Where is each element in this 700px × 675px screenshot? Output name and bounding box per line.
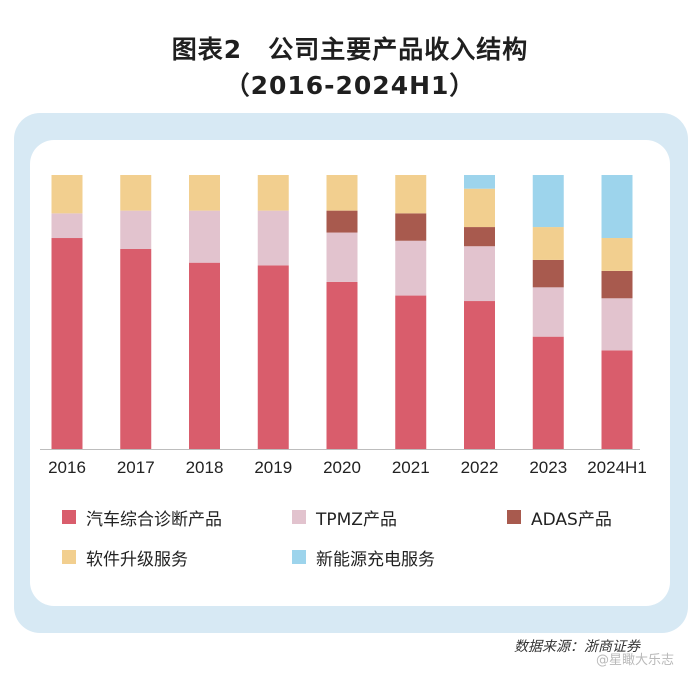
legend-swatch-diagnostic — [62, 510, 76, 524]
chart-subtitle: （2016-2024H1） — [224, 71, 476, 100]
bar-segment-2022-2 — [464, 227, 495, 247]
bar-segment-2017-1 — [120, 210, 152, 249]
bar-segment-2020-0 — [326, 281, 358, 449]
bar-segment-2022-3 — [464, 188, 495, 228]
bar-segment-2019-1 — [257, 210, 289, 266]
x-tick-label: 2024H1 — [587, 458, 647, 477]
bar-segment-2017-3 — [120, 175, 152, 211]
legend-item-charging: 新能源充电服务 — [292, 545, 435, 570]
x-tick-label: 2018 — [186, 458, 224, 477]
x-tick-label: 2022 — [461, 458, 499, 477]
bar-segment-2020-3 — [326, 175, 358, 211]
legend-label-diagnostic: 汽车综合诊断产品 — [86, 509, 222, 530]
watermark: @星瞰大乐志 — [596, 653, 675, 668]
bar-segment-2021-1 — [395, 240, 427, 296]
bar-segment-2023-0 — [532, 336, 564, 449]
bar-segment-2023-1 — [532, 287, 564, 337]
chart-title: 图表2 公司主要产品收入结构 — [171, 35, 529, 64]
bar-segment-2021-0 — [395, 295, 427, 449]
bar-segment-2024H1-2 — [601, 270, 633, 299]
bar-segment-2020-2 — [326, 210, 358, 233]
bar-segment-2023-3 — [532, 227, 564, 260]
bar-segment-2024H1-0 — [601, 350, 633, 449]
x-tick-label: 2017 — [117, 458, 155, 477]
bar-segment-2021-3 — [395, 175, 427, 214]
bar-segment-2018-0 — [189, 262, 220, 449]
legend-swatch-charging — [292, 550, 306, 564]
legend-item-diagnostic: 汽车综合诊断产品 — [62, 505, 222, 530]
x-tick-label: 2020 — [323, 458, 361, 477]
bar-segment-2019-3 — [257, 175, 289, 211]
bar-segment-2024H1-4 — [601, 175, 633, 239]
legend-item-software: 软件升级服务 — [62, 545, 188, 570]
legend-item-adas: ADAS产品 — [507, 505, 612, 530]
legend-swatch-software — [62, 550, 76, 564]
data-source: 数据来源：浙商证券 — [514, 639, 640, 655]
bar-segment-2018-3 — [189, 175, 220, 211]
x-tick-label: 2023 — [529, 458, 567, 477]
legend-label-charging: 新能源充电服务 — [316, 549, 435, 570]
bar-segment-2019-0 — [257, 265, 289, 449]
bar-segment-2023-4 — [532, 175, 564, 228]
bar-segment-2021-2 — [395, 213, 427, 241]
x-tick-label: 2019 — [254, 458, 292, 477]
legend-item-tpmz: TPMZ产品 — [292, 505, 397, 530]
legend-swatch-adas — [507, 510, 521, 524]
bar-segment-2022-4 — [464, 175, 495, 189]
legend-label-tpmz: TPMZ产品 — [316, 509, 397, 530]
x-tick-label: 2016 — [48, 458, 86, 477]
legend-label-software: 软件升级服务 — [86, 549, 188, 570]
bar-segment-2018-1 — [189, 210, 220, 263]
legend-swatch-tpmz — [292, 510, 306, 524]
bar-segment-2016-0 — [51, 238, 83, 449]
bar-segment-2017-0 — [120, 248, 152, 449]
legend-label-adas: ADAS产品 — [531, 509, 612, 530]
bar-segment-2020-1 — [326, 232, 358, 282]
bar-segment-2024H1-1 — [601, 298, 633, 351]
bar-segment-2016-3 — [51, 175, 83, 214]
bar-segment-2024H1-3 — [601, 238, 633, 271]
bar-segment-2022-0 — [464, 301, 495, 449]
x-tick-label: 2021 — [392, 458, 430, 477]
bar-segment-2016-1 — [51, 213, 83, 239]
bar-segment-2022-1 — [464, 246, 495, 302]
bar-segment-2023-2 — [532, 259, 564, 288]
